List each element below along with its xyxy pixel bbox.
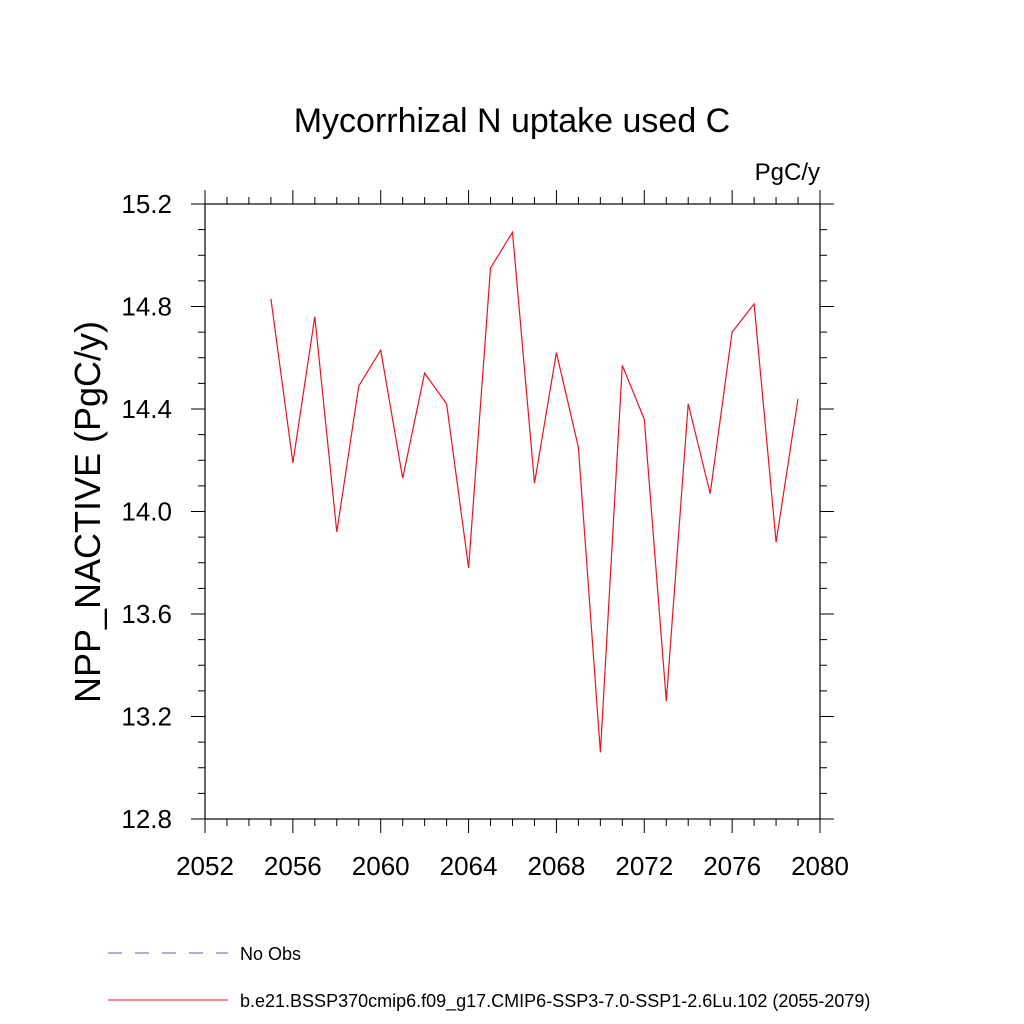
chart-title: Mycorrhizal N uptake used C [294,102,731,140]
y-tick-label: 12.8 [121,804,172,834]
y-tick-labels: 12.8 13.2 13.6 14.0 14.4 14.8 15.2 [121,189,172,834]
series-group [270,230,799,753]
x-tick-label: 2072 [615,851,673,881]
plot-frame [204,203,821,820]
x-tick-labels: 2052 2056 2060 2064 2068 2072 2076 2080 [176,851,849,881]
y-tick-label: 13.2 [121,702,172,732]
x-tick-label: 2056 [264,851,322,881]
legend-label: b.e21.BSSP370cmip6.f09_g17.CMIP6-SSP3-7.… [240,991,870,1012]
y-tick-label: 13.6 [121,599,172,629]
units-label: PgC/y [755,159,820,186]
series-line [270,230,799,753]
x-tick-label: 2068 [528,851,586,881]
x-tick-label: 2060 [352,851,410,881]
y-tick-label: 15.2 [121,189,172,219]
x-tick-label: 2080 [791,851,849,881]
y-tick-label: 14.8 [121,292,172,322]
y-tick-label: 14.0 [121,497,172,527]
y-axis-label: NPP_NACTIVE (PgC/y) [67,321,108,703]
x-tick-label: 2064 [440,851,498,881]
x-tick-label: 2052 [176,851,234,881]
axis-ticks [191,190,834,833]
x-tick-label: 2076 [703,851,761,881]
legend: No Obs b.e21.BSSP370cmip6.f09_g17.CMIP6-S… [108,944,870,1012]
y-tick-label: 14.4 [121,394,172,424]
legend-label: No Obs [240,944,301,964]
